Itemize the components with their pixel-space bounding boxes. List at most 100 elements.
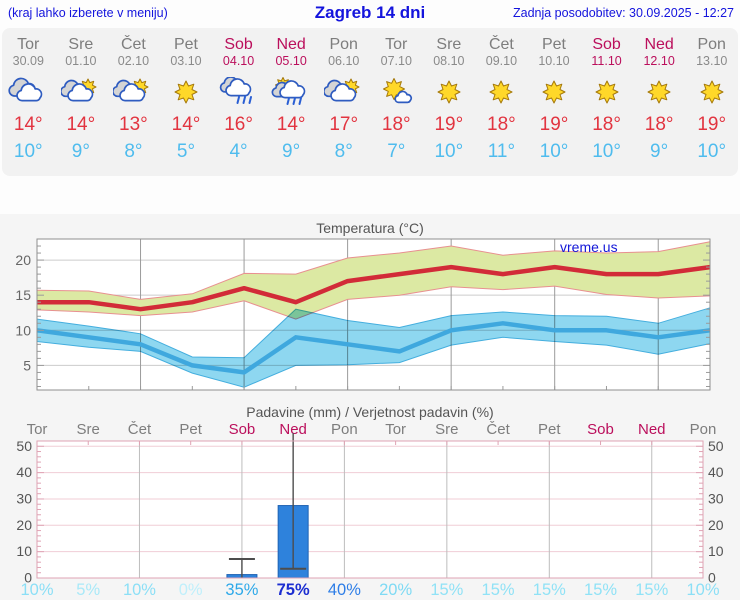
sunny-icon	[700, 80, 724, 104]
day-name: Sob	[592, 36, 621, 53]
precip-day-label: Tor	[385, 421, 406, 438]
temp-min: 8°	[124, 140, 143, 162]
day-date: 07.10	[380, 53, 412, 68]
page-title: Zagreb 14 dni	[314, 3, 426, 22]
day-date: 02.10	[117, 53, 150, 68]
precip-probability: 15%	[584, 581, 617, 599]
day-column: Tor 30.09 14° 10°	[2, 36, 55, 176]
precip-day-label: Ned	[279, 421, 307, 438]
temp-y-tick-label: 5	[23, 357, 31, 373]
temp-min: 10°	[539, 140, 569, 162]
temp-max: 14°	[66, 113, 96, 135]
day-name: Čet	[488, 36, 514, 53]
last-update: Zadnja posodobitev: 30.09.2025 - 12:27	[512, 6, 734, 20]
temp-y-tick-label: 10	[15, 322, 31, 338]
day-name: Sre	[68, 36, 94, 53]
temp-min: 10°	[697, 140, 727, 162]
day-column: Pet 10.10 19° 10°	[528, 36, 581, 176]
day-name: Pet	[541, 36, 566, 53]
temp-min: 4°	[229, 140, 248, 162]
charts-section: Temperatura (°C) 5 10 15 20 vreme.us Padavin…	[0, 214, 740, 600]
precip-day-label: Sre	[77, 421, 100, 438]
temperature-chart: 5 10 15 20 vreme.us	[15, 238, 711, 391]
day-name: Sob	[224, 36, 253, 53]
day-name: Ned	[276, 36, 306, 53]
day-column: Pet 03.10 14° 5°	[160, 36, 213, 176]
day-column: Ned 12.10 18° 9°	[633, 36, 686, 176]
precip-day-label: Pon	[690, 421, 717, 438]
day-name: Pon	[697, 36, 726, 53]
temp-min: 10°	[592, 140, 621, 162]
day-date: 10.10	[538, 53, 570, 68]
page-header: (kraj lahko izberete v meniju) Zagreb 14…	[0, 0, 740, 28]
day-column: Čet 02.10 13° 8°	[107, 36, 160, 176]
precip-probability: 40%	[328, 581, 361, 599]
day-date: 30.09	[12, 53, 44, 68]
day-name: Sre	[436, 36, 462, 53]
precip-day-label: Sob	[587, 421, 614, 438]
day-column: Pon 13.10 19° 10°	[685, 36, 738, 176]
temp-min: 10°	[434, 140, 464, 162]
temp-max: 18°	[381, 113, 411, 135]
location-menu-note: (kraj lahko izberete v meniju)	[8, 6, 168, 20]
precip-probability: 5%	[76, 581, 100, 599]
temp-min: 5°	[176, 140, 196, 162]
day-column: Sre 01.10 14° 9°	[55, 36, 108, 176]
sunny-icon	[489, 80, 513, 104]
temp-min: 9°	[71, 140, 90, 162]
precip-probability: 10%	[20, 581, 53, 599]
forecast-panel: Tor 30.09 14° 10° Sre 01.10 14° 9° Čet 02.10 13° 8°…	[2, 28, 738, 176]
sunny-icon	[647, 80, 671, 104]
precip-probability: 0%	[179, 581, 203, 599]
sunny-icon	[595, 80, 619, 104]
precip-y-tick-label: 10	[16, 543, 32, 559]
precip-y-tick-label: 0	[24, 570, 32, 586]
precip-y-tick-label: 40	[708, 464, 724, 480]
precip-probability: 35%	[225, 581, 258, 599]
day-column: Sob 04.10 16° 4°	[212, 36, 265, 176]
day-date: 11.10	[591, 53, 622, 68]
temp-max: 19°	[434, 113, 464, 135]
precip-y-tick-label: 40	[16, 464, 32, 480]
temp-max: 18°	[487, 113, 516, 135]
precip-day-label: Pet	[179, 421, 202, 438]
precip-probability: 15%	[533, 581, 566, 599]
precip-day-label: Pon	[331, 421, 358, 438]
precip-y-tick-label: 20	[16, 517, 32, 533]
day-name: Ned	[644, 36, 674, 53]
temp-y-tick-label: 20	[15, 252, 31, 268]
temp-max: 13°	[119, 113, 148, 135]
day-column: Pon 06.10 17° 8°	[317, 36, 370, 176]
temp-max: 19°	[539, 113, 569, 135]
day-column: Sre 08.10 19° 10°	[423, 36, 476, 176]
sun-rain-icon	[271, 76, 306, 105]
temp-max: 16°	[224, 113, 253, 135]
precip-day-label: Ned	[638, 421, 666, 438]
temp-min: 9°	[282, 140, 301, 162]
precip-probability: 15%	[635, 581, 668, 599]
temp-max: 14°	[13, 113, 43, 135]
day-name: Pon	[329, 36, 358, 53]
day-date: 06.10	[328, 53, 360, 68]
precipitation-chart-title: Padavine (mm) / Verjetnost padavin (%)	[246, 404, 494, 420]
temp-min: 7°	[387, 140, 406, 162]
precip-y-tick-label: 0	[708, 570, 716, 586]
day-name: Čet	[120, 36, 146, 53]
vreme-watermark[interactable]: vreme.us	[560, 239, 618, 255]
day-date: 01.10	[65, 53, 97, 68]
temp-max: 14°	[276, 113, 306, 135]
sunny-icon	[437, 80, 461, 104]
day-date: 13.10	[696, 53, 728, 68]
partly-icon	[60, 78, 97, 102]
precip-probability: 15%	[430, 581, 463, 599]
precip-probability: 20%	[379, 581, 412, 599]
temp-max: 18°	[644, 113, 674, 135]
precip-day-label: Pet	[538, 421, 561, 438]
partly-icon	[113, 78, 149, 102]
precip-probability: 15%	[482, 581, 515, 599]
day-date: 12.10	[643, 53, 675, 68]
precip-day-label: Čet	[486, 421, 510, 438]
precip-probability: 10%	[123, 581, 156, 599]
rain-icon	[219, 76, 252, 104]
